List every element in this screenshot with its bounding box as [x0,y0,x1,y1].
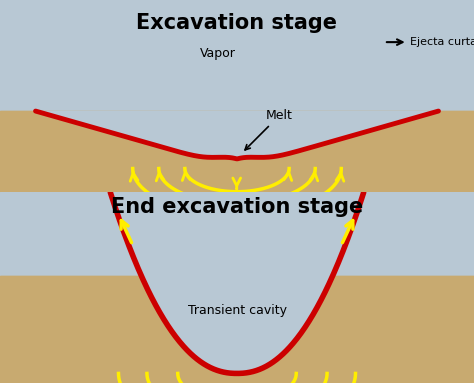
Bar [0,192,474,276]
Bar [0,111,474,192]
Text: Vapor: Vapor [200,47,236,60]
Text: Transient cavity: Transient cavity [188,304,286,317]
Text: Melt: Melt [245,109,293,150]
Text: Ejecta curtain: Ejecta curtain [410,37,474,47]
Bar [0,276,474,383]
Text: End excavation stage: End excavation stage [111,197,363,217]
Bar [0,0,474,111]
Text: Excavation stage: Excavation stage [137,13,337,33]
